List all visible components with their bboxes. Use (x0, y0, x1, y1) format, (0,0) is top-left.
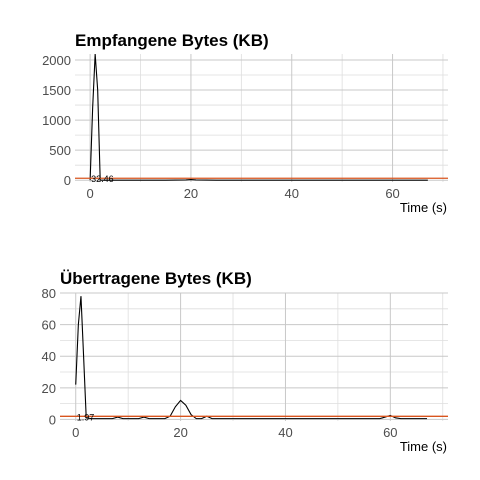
x-tick-label: 0 (87, 186, 94, 201)
x-tick-label: 20 (184, 186, 198, 201)
x-tick-label: 0 (72, 425, 79, 440)
x-tick-label: 20 (173, 425, 187, 440)
y-tick-label: 1000 (42, 113, 71, 128)
x-tick-label: 60 (385, 186, 399, 201)
reference-value-label: 1.97 (77, 412, 95, 422)
x-tick-label: 40 (278, 425, 292, 440)
x-axis-label: Time (s) (400, 200, 447, 215)
y-tick-label: 1500 (42, 83, 71, 98)
chart-title: Übertragene Bytes (KB) (60, 269, 252, 288)
chart-2: 0 20 40 60 0 20 40 60 80 Übertragene Bytes (KB) Ti… (42, 269, 448, 454)
y-tick-label: 0 (49, 412, 56, 427)
chart-1: 0 20 40 60 0 500 1000 1500 2000 Empfangene Bytes … (42, 31, 448, 215)
y-tick-label: 2000 (42, 53, 71, 68)
x-tick-label: 60 (383, 425, 397, 440)
y-tick-label: 60 (42, 318, 56, 333)
x-axis-label: Time (s) (400, 439, 447, 454)
y-tick-label: 80 (42, 286, 56, 301)
y-tick-label: 500 (49, 143, 71, 158)
series-line (89, 53, 428, 181)
chart-title: Empfangene Bytes (KB) (75, 31, 269, 50)
y-tick-label: 20 (42, 381, 56, 396)
reference-value-label: 32.46 (91, 174, 114, 184)
y-tick-label: 0 (64, 173, 71, 188)
series-line (75, 296, 428, 420)
x-tick-label: 40 (285, 186, 299, 201)
y-tick-label: 40 (42, 349, 56, 364)
